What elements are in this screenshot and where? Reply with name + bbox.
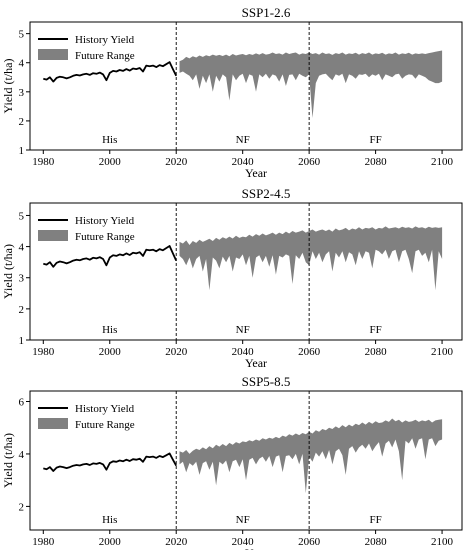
y-tick-label: 1: [19, 145, 25, 157]
y-tick-label: 2: [19, 501, 25, 513]
x-tick-label: 1980: [32, 536, 55, 548]
future-range-band: [179, 226, 443, 291]
x-tick-label: 2060: [298, 156, 321, 168]
x-tick-label: 2060: [298, 346, 321, 358]
x-tick-label: 2040: [232, 346, 255, 358]
y-tick-label: 4: [19, 449, 25, 461]
x-tick-label: 1980: [32, 156, 55, 168]
x-tick-label: 1980: [32, 346, 55, 358]
history-yield-line: [43, 61, 178, 83]
x-tick-label: 2100: [431, 536, 454, 548]
future-range-band: [179, 418, 443, 494]
x-axis-label: Year: [245, 356, 267, 370]
legend-future-label: Future Range: [75, 50, 135, 62]
y-tick-label: 2: [19, 304, 25, 316]
period-label: His: [102, 324, 117, 336]
x-tick-label: 2020: [165, 346, 188, 358]
period-label: His: [102, 514, 117, 526]
x-tick-label: 2000: [99, 536, 122, 548]
x-axis-label: Year: [245, 166, 267, 180]
x-tick-label: 2100: [431, 156, 454, 168]
y-tick-label: 1: [19, 335, 25, 347]
x-tick-label: 2000: [99, 156, 122, 168]
plot-frame: [29, 390, 463, 531]
x-tick-label: 2060: [298, 536, 321, 548]
x-tick-label: 2020: [165, 536, 188, 548]
y-tick-label: 4: [19, 242, 25, 254]
panel-title: SSP5-8.5: [242, 374, 291, 389]
x-tick-label: 2040: [232, 156, 255, 168]
y-axis-label: Yield (t/ha): [1, 59, 15, 114]
legend-future-swatch: [38, 418, 68, 429]
plot-frame: [29, 21, 463, 151]
y-tick-label: 5: [19, 29, 25, 41]
period-label: His: [102, 134, 117, 146]
x-tick-label: 2100: [431, 346, 454, 358]
period-label: FF: [369, 324, 381, 336]
legend-future-swatch: [38, 230, 68, 241]
x-tick-label: 2000: [99, 346, 122, 358]
x-tick-label: 2040: [232, 536, 255, 548]
panel-title: SSP1-2.6: [242, 5, 291, 20]
period-label: FF: [369, 514, 381, 526]
future-range-band: [179, 50, 443, 118]
period-label: NF: [236, 324, 250, 336]
y-tick-label: 5: [19, 210, 25, 222]
panel-title: SSP2-4.5: [242, 186, 291, 201]
legend-history-label: History Yield: [75, 34, 135, 46]
y-tick-label: 4: [19, 58, 25, 70]
x-tick-label: 2080: [365, 346, 388, 358]
legend-history-label: History Yield: [75, 403, 135, 415]
x-axis-label: Year: [245, 546, 267, 550]
legend-future-label: Future Range: [75, 419, 135, 431]
legend-history-label: History Yield: [75, 215, 135, 227]
period-label: FF: [369, 134, 381, 146]
legend-future-label: Future Range: [75, 231, 135, 243]
period-label: NF: [236, 134, 250, 146]
y-tick-label: 6: [19, 396, 25, 408]
y-tick-label: 2: [19, 116, 25, 128]
y-tick-label: 3: [19, 87, 25, 99]
y-tick-label: 3: [19, 273, 25, 285]
x-tick-label: 2080: [365, 156, 388, 168]
y-axis-label: Yield (t/ha): [1, 433, 15, 488]
history-yield-line: [43, 452, 177, 472]
legend-future-swatch: [38, 49, 68, 60]
y-axis-label: Yield (t/ha): [1, 244, 15, 299]
x-tick-label: 2080: [365, 536, 388, 548]
plot-frame: [29, 202, 463, 341]
x-tick-label: 2020: [165, 156, 188, 168]
history-yield-line: [43, 245, 178, 268]
period-label: NF: [236, 514, 250, 526]
